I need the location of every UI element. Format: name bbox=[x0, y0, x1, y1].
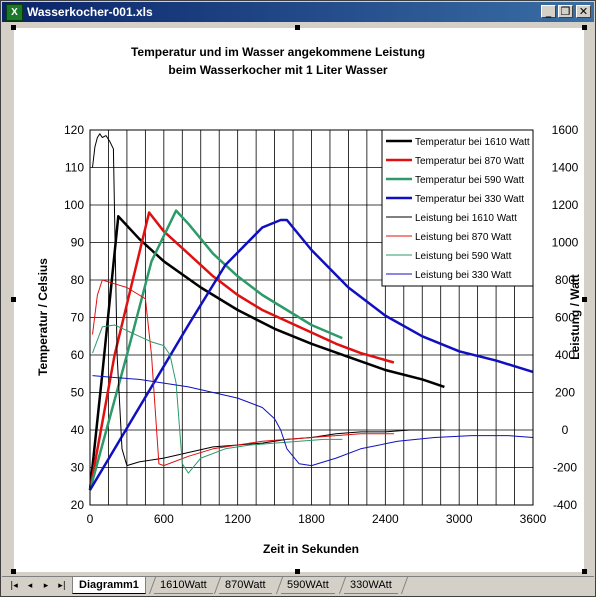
y2-tick-label: 0 bbox=[562, 423, 569, 437]
y2-tick-label: 1600 bbox=[552, 123, 579, 137]
tab-diagramm1[interactable]: Diagramm1 bbox=[72, 577, 146, 594]
tick-labels: 0 600 1200 1800 2400 3000 36002030405060708090… bbox=[64, 123, 579, 526]
y2-tick-label: -200 bbox=[553, 461, 577, 475]
restore-button[interactable]: ❐ bbox=[558, 5, 573, 18]
y-tick-label: 40 bbox=[71, 423, 85, 437]
line-chart: Temperatur und im Wasser angekommene Lei… bbox=[36, 45, 582, 556]
selection-handle[interactable] bbox=[11, 297, 16, 302]
next-sheet-icon[interactable]: ▸ bbox=[43, 581, 49, 591]
selection-handle[interactable] bbox=[582, 569, 587, 574]
y-axis-title: Temperatur / Celsius bbox=[36, 258, 50, 376]
chart-title: Temperatur und im Wasser angekommene Lei… bbox=[131, 45, 425, 59]
plot-series bbox=[88, 133, 534, 491]
tab-330watt[interactable]: 330WAtt bbox=[344, 577, 398, 594]
legend-label: Leistung bei 590 Watt bbox=[415, 251, 512, 262]
selection-handle[interactable] bbox=[295, 25, 300, 30]
series-line-7 bbox=[92, 375, 534, 467]
plot-frame bbox=[89, 129, 534, 506]
y-tick-label: 20 bbox=[71, 498, 85, 512]
y2-tick-label: 400 bbox=[555, 348, 575, 362]
chart-subtitle: beim Wasserkocher mit 1 Liter Wasser bbox=[168, 63, 388, 77]
y-tick-label: 100 bbox=[64, 198, 84, 212]
sheet-tab-bar: |◂ ◂ ▸ ▸| Diagramm1 1610Watt 870Watt 590… bbox=[2, 576, 594, 596]
tab-590watt[interactable]: 590WAtt bbox=[281, 577, 335, 594]
series-line-0 bbox=[88, 215, 445, 491]
y2-tick-label: 600 bbox=[555, 311, 575, 325]
y2-tick-label: 1000 bbox=[552, 236, 579, 250]
window-title: Wasserkocher-001.xls bbox=[27, 5, 153, 19]
selection-handle[interactable] bbox=[11, 569, 16, 574]
x-tick-label: 600 bbox=[154, 512, 174, 526]
y2-tick-label: 1200 bbox=[552, 198, 579, 212]
selection-handle[interactable] bbox=[582, 25, 587, 30]
excel-icon[interactable]: X bbox=[6, 4, 23, 21]
y2-tick-label: 200 bbox=[555, 386, 575, 400]
series-line-1 bbox=[88, 211, 395, 491]
title-bar[interactable]: X Wasserkocher-001.xls _ ❐ ✕ bbox=[2, 2, 594, 22]
legend-label: Temperatur bei 870 Watt bbox=[415, 156, 524, 167]
chart-legend[interactable]: Temperatur bei 1610 Watt Temperatur bei 8… bbox=[381, 129, 534, 287]
legend-label: Temperatur bei 590 Watt bbox=[415, 175, 524, 186]
x-tick-label: 1200 bbox=[224, 512, 251, 526]
x-tick-label: 3000 bbox=[446, 512, 473, 526]
y-tick-label: 70 bbox=[71, 311, 85, 325]
legend-label: Temperatur bei 1610 Watt bbox=[415, 137, 530, 148]
close-button[interactable]: ✕ bbox=[576, 5, 591, 18]
legend-label: Leistung bei 330 Watt bbox=[415, 270, 512, 281]
x-axis-title: Zeit in Sekunden bbox=[263, 542, 359, 556]
legend-box bbox=[381, 129, 534, 287]
tab-1610watt[interactable]: 1610Watt bbox=[154, 577, 213, 594]
series-line-6 bbox=[92, 324, 343, 474]
legend-label: Leistung bei 870 Watt bbox=[415, 232, 512, 243]
y-tick-label: 80 bbox=[71, 273, 85, 287]
y-tick-label: 90 bbox=[71, 236, 85, 250]
series-line-4 bbox=[92, 133, 445, 467]
series-line-3 bbox=[88, 218, 534, 491]
y-tick-label: 50 bbox=[71, 386, 85, 400]
legend-label: Temperatur bei 330 Watt bbox=[415, 194, 524, 205]
y-tick-label: 30 bbox=[71, 461, 85, 475]
y2-tick-label: 1400 bbox=[552, 161, 579, 175]
x-tick-label: 3600 bbox=[520, 512, 547, 526]
selection-handle[interactable] bbox=[295, 569, 300, 574]
selection-handle[interactable] bbox=[11, 25, 16, 30]
y2-axis-title: Leistung / Watt bbox=[568, 274, 582, 360]
tab-870watt[interactable]: 870Watt bbox=[219, 577, 272, 594]
minimize-button[interactable]: _ bbox=[541, 5, 556, 18]
series-line-2 bbox=[88, 209, 343, 491]
y-tick-label: 120 bbox=[64, 123, 84, 137]
first-sheet-icon[interactable]: |◂ bbox=[10, 581, 18, 591]
y-tick-label: 60 bbox=[71, 348, 85, 362]
last-sheet-icon[interactable]: ▸| bbox=[58, 581, 66, 591]
x-tick-label: 2400 bbox=[372, 512, 399, 526]
x-tick-label: 1800 bbox=[298, 512, 325, 526]
legend-label: Leistung bei 1610 Watt bbox=[415, 213, 517, 224]
x-tick-label: 0 bbox=[87, 512, 94, 526]
y2-tick-label: -400 bbox=[553, 498, 577, 512]
prev-sheet-icon[interactable]: ◂ bbox=[27, 581, 33, 591]
tab-separator bbox=[400, 577, 409, 594]
chart-area[interactable]: Temperatur und im Wasser angekommene Lei… bbox=[14, 28, 584, 572]
y-tick-label: 110 bbox=[65, 161, 84, 175]
selection-handle[interactable] bbox=[582, 297, 587, 302]
y2-tick-label: 800 bbox=[555, 273, 575, 287]
series-line-5 bbox=[92, 279, 394, 467]
